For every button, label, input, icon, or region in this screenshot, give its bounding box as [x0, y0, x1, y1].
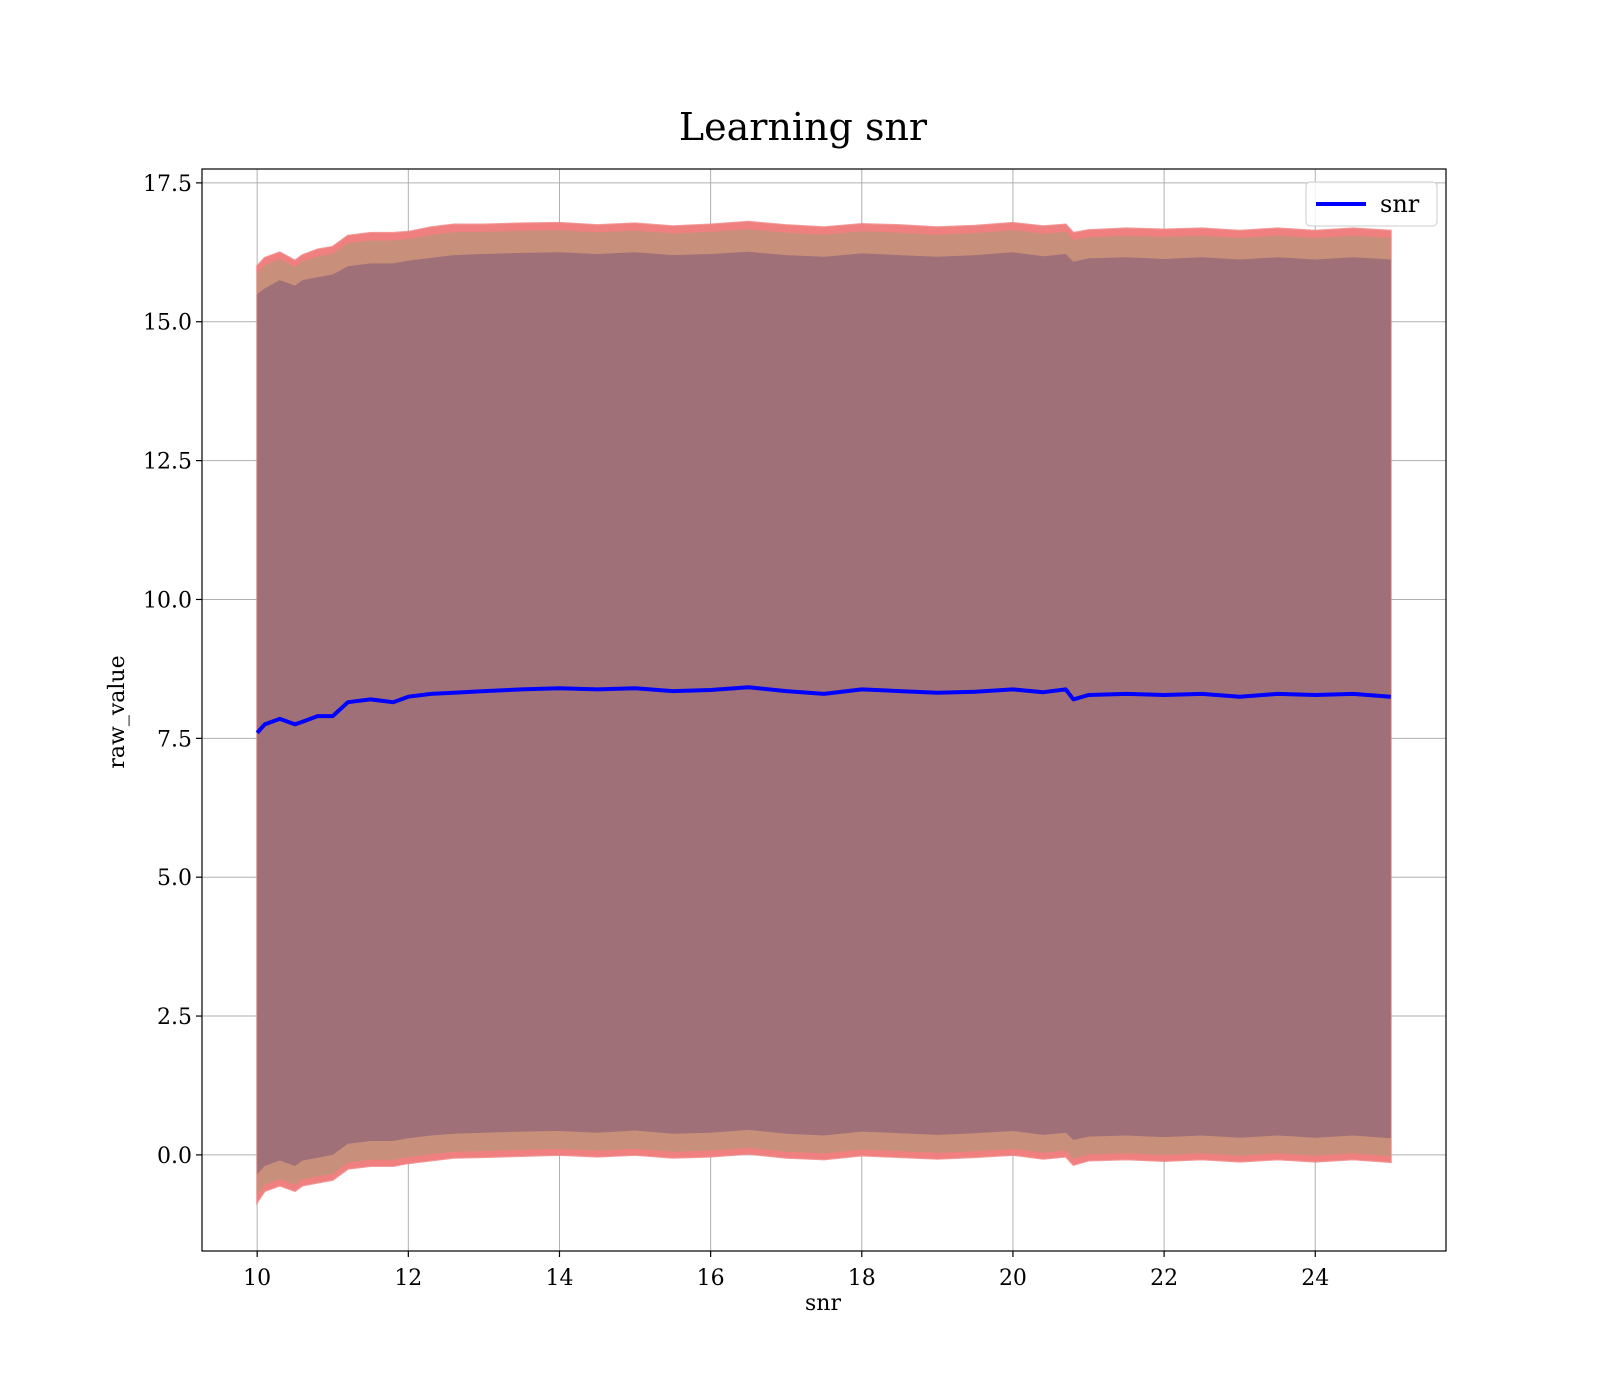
y-tick-label: 0.0 [157, 1144, 192, 1169]
snr-series-line [255, 685, 1391, 735]
y-tick-label: 17.5 [143, 172, 192, 197]
x-tick-label: 14 [545, 1266, 573, 1291]
plot-area: 10 12 14 16 18 20 22 24 0.0 2.5 5.0 7.5 10.0 12.5 15.0… [143, 168, 1447, 1291]
y-tick-label: 15.0 [143, 311, 192, 336]
plot-frame [201, 168, 1447, 1252]
x-tick-label: 12 [394, 1266, 422, 1291]
chart-title: Learning snr [679, 105, 928, 149]
x-axis-label: snr [805, 1291, 841, 1316]
legend: snr [1305, 181, 1438, 227]
y-tick-label: 7.5 [157, 727, 192, 752]
y-tick-label: 5.0 [157, 866, 192, 891]
x-tick-label: 16 [697, 1266, 725, 1291]
y-tick-label: 12.5 [143, 450, 192, 475]
confidence-band-inner [257, 251, 1391, 1175]
legend-label: snr [1380, 190, 1420, 218]
y-tick-label: 2.5 [157, 1005, 192, 1030]
legend-box [1305, 181, 1438, 227]
x-tick-label: 22 [1150, 1266, 1178, 1291]
y-tick-label: 10.0 [143, 588, 192, 613]
x-tick-label: 20 [999, 1266, 1027, 1291]
x-tick-label: 10 [243, 1266, 271, 1291]
x-tick-label: 18 [848, 1266, 876, 1291]
x-tick-label: 24 [1301, 1266, 1329, 1291]
y-axis-label: raw_value [105, 655, 130, 768]
